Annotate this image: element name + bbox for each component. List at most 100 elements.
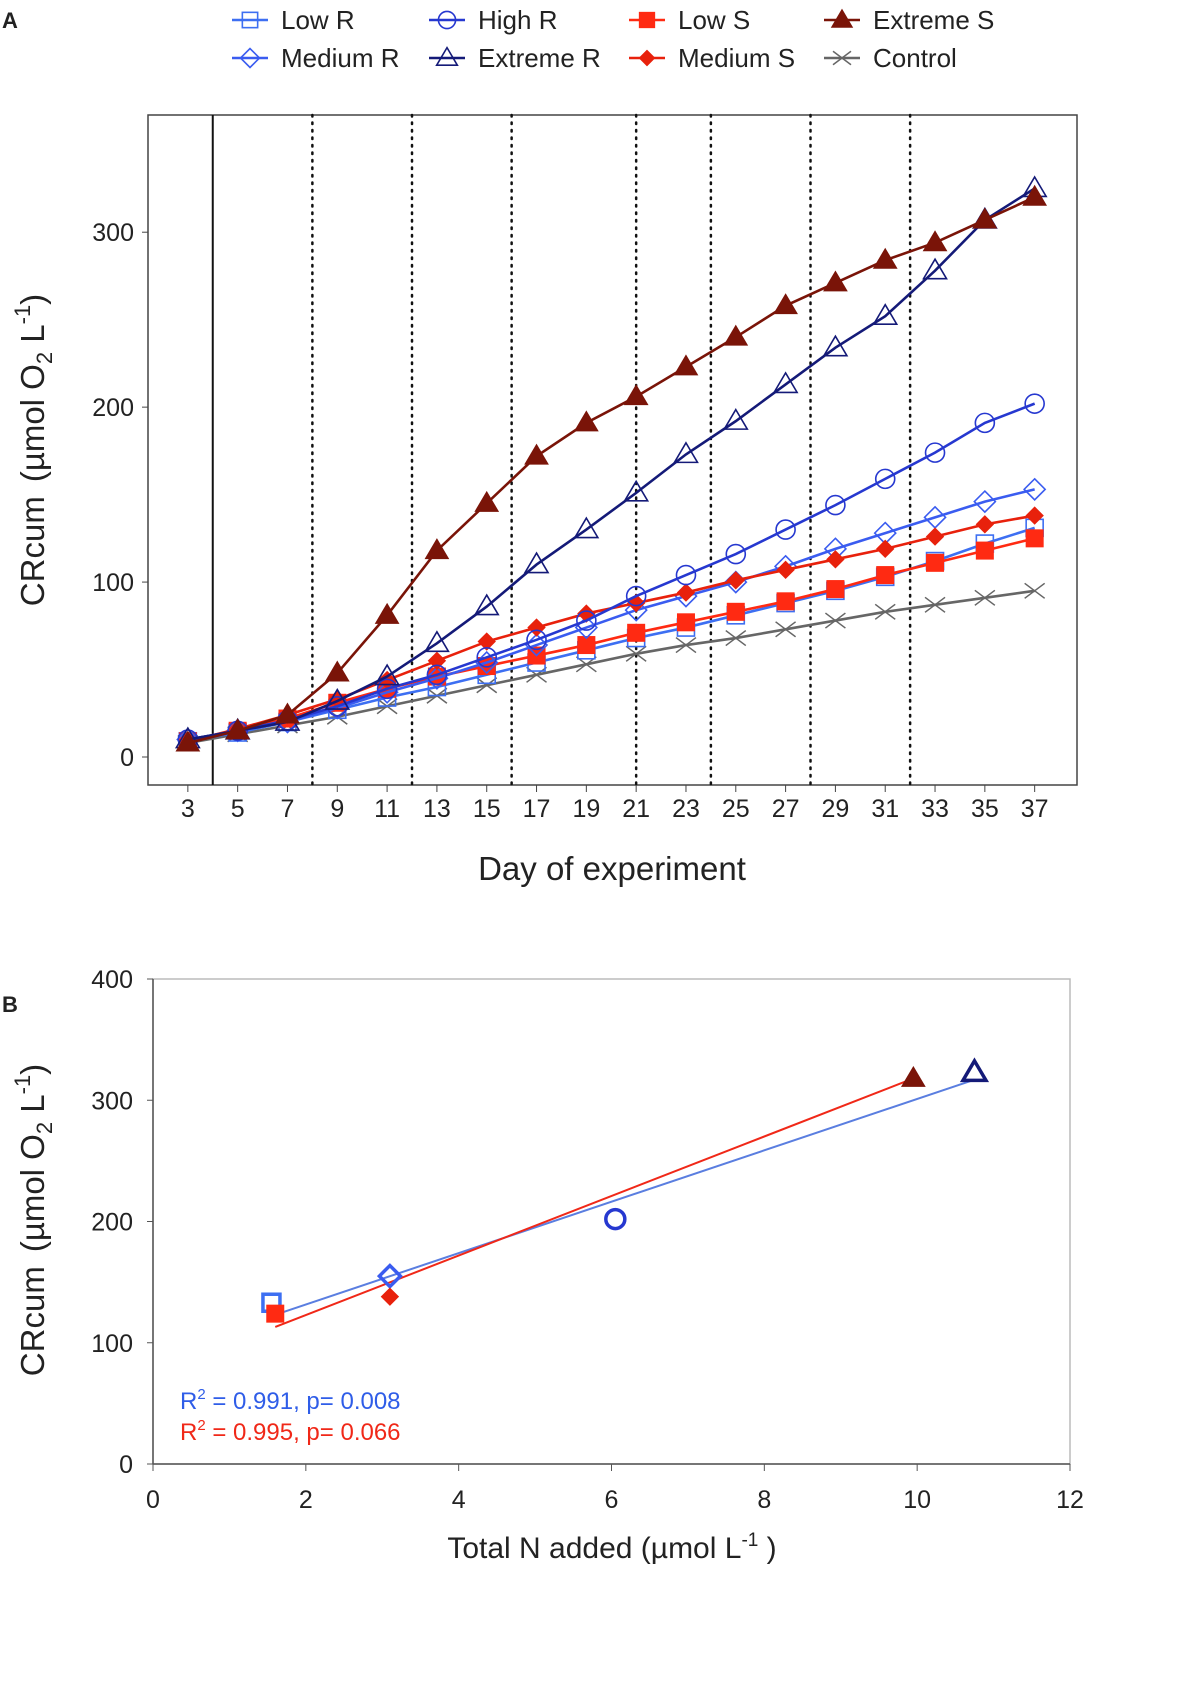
y-tick-label: 100 — [91, 1330, 133, 1358]
legend-item-medium-r: Medium R — [232, 43, 399, 73]
legend-label: Extreme R — [478, 43, 601, 73]
data-point-extreme-r — [473, 593, 500, 616]
data-point-extreme-r — [722, 408, 749, 430]
x-tick-label: 12 — [1056, 1486, 1084, 1514]
data-point-low-s — [826, 580, 845, 599]
x-tick-label: 4 — [452, 1486, 466, 1514]
data-point-high-r — [924, 442, 946, 463]
data-point-medium-r — [375, 680, 399, 704]
x-tick-label: 25 — [722, 795, 750, 823]
legend-marker-medium-s — [638, 49, 656, 67]
data-point-low-s — [577, 636, 596, 655]
data-point-extreme-s — [900, 1065, 926, 1087]
data-point-high-r — [825, 494, 846, 516]
legend-item-high-r: High R — [429, 5, 557, 35]
x-tick-label: 15 — [473, 795, 501, 823]
x-tick-label: 19 — [572, 795, 600, 823]
legend-item-control: Control — [824, 43, 957, 73]
data-point-low-s — [975, 541, 994, 560]
data-point-extreme-s — [374, 602, 400, 624]
data-point-high-r — [1024, 393, 1045, 414]
data-point-extreme-r — [922, 257, 948, 280]
legend-label: High R — [478, 5, 557, 35]
data-point-high-r — [604, 1207, 627, 1231]
x-tick-label: 31 — [871, 795, 899, 823]
data-point-extreme-s — [324, 660, 350, 682]
series-line-extreme-s — [187, 196, 1036, 745]
data-point-low-s — [726, 602, 745, 621]
x-tick-label: 13 — [423, 795, 451, 823]
data-point-medium-s — [427, 651, 447, 671]
y-tick-label: 300 — [92, 219, 134, 247]
panel-b-y-axis-label: CRcum(µmol O2 L-1) — [10, 1064, 57, 1376]
legend-label: Control — [873, 43, 957, 73]
data-point-extreme-r — [523, 551, 550, 574]
data-point-extreme-s — [573, 410, 599, 432]
x-tick-label: 11 — [374, 795, 400, 823]
data-point-medium-s — [876, 539, 895, 559]
data-point-medium-s — [776, 560, 795, 580]
x-tick-label: 5 — [231, 795, 245, 823]
data-point-medium-s — [826, 550, 845, 569]
y-tick-label: 400 — [91, 966, 133, 994]
x-tick-label: 35 — [971, 795, 999, 823]
data-point-low-s — [1025, 529, 1044, 548]
x-tick-label: 6 — [605, 1486, 619, 1514]
data-point-extreme-s — [922, 230, 948, 252]
data-point-control — [824, 612, 846, 629]
panel-label-a: A — [2, 8, 18, 33]
data-point-high-r — [476, 646, 498, 668]
data-point-control — [526, 666, 547, 683]
series-line-medium-r — [187, 488, 1035, 741]
data-point-extreme-s — [673, 354, 699, 376]
data-point-low-s — [776, 592, 795, 611]
legend-label: Extreme S — [873, 5, 994, 35]
data-point-extreme-s — [175, 730, 201, 752]
x-tick-label: 29 — [822, 795, 850, 823]
panel-b-x-axis-label: Total N added (µmol L-1 ) — [447, 1530, 776, 1565]
data-point-medium-r — [425, 666, 449, 690]
legend-marker-extreme-s — [830, 8, 854, 28]
data-point-high-r — [376, 678, 398, 700]
x-tick-label: 27 — [772, 795, 800, 823]
data-point-medium-s — [726, 571, 745, 590]
legend-marker-low-s — [638, 11, 656, 29]
x-tick-label: 9 — [330, 795, 344, 823]
data-point-medium-s — [925, 527, 945, 546]
panel-b-chart: 0 100 200 300 400 0 2 4 6 8 10 12 R2 = 0.991, p= 0… — [10, 966, 1084, 1565]
panel-label-b: B — [2, 992, 18, 1017]
legend-item-medium-s: Medium S — [629, 43, 795, 73]
data-point-high-r — [775, 519, 796, 540]
data-point-low-s — [266, 1304, 285, 1323]
fit-r-stats: R2 = 0.991, p= 0.008 — [180, 1386, 401, 1415]
x-tick-label: 21 — [622, 795, 650, 823]
x-tick-label: 10 — [903, 1486, 931, 1514]
data-point-control — [725, 629, 747, 647]
x-tick-label: 2 — [299, 1486, 313, 1514]
data-point-control — [974, 589, 996, 606]
data-point-low-s — [627, 623, 646, 642]
data-point-high-r — [625, 585, 647, 607]
data-point-extreme-s — [225, 718, 251, 740]
data-point-extreme-s — [275, 702, 300, 724]
data-point-control — [775, 621, 797, 638]
y-tick-label: 0 — [119, 1451, 133, 1479]
y-tick-label: 300 — [91, 1087, 133, 1115]
legend: Low R High R Low S Extreme S Medium R Extreme… — [232, 5, 994, 73]
legend-item-extreme-r: Extreme R — [429, 43, 601, 73]
data-point-control — [924, 596, 946, 613]
fit-s-stats: R2 = 0.995, p= 0.066 — [180, 1417, 401, 1446]
data-point-extreme-s — [872, 247, 898, 269]
x-tick-label: 7 — [281, 795, 295, 823]
data-point-high-r — [725, 543, 747, 565]
data-point-medium-r — [1023, 477, 1047, 501]
x-tick-label: 37 — [1021, 795, 1049, 823]
x-tick-label: 0 — [146, 1486, 160, 1514]
data-point-extreme-s — [773, 293, 798, 315]
series-line-control — [187, 589, 1035, 745]
legend-label: Low S — [678, 5, 750, 35]
legend-item-extreme-s: Extreme S — [824, 5, 994, 35]
y-tick-label: 100 — [92, 569, 134, 597]
data-point-low-s — [876, 566, 895, 585]
